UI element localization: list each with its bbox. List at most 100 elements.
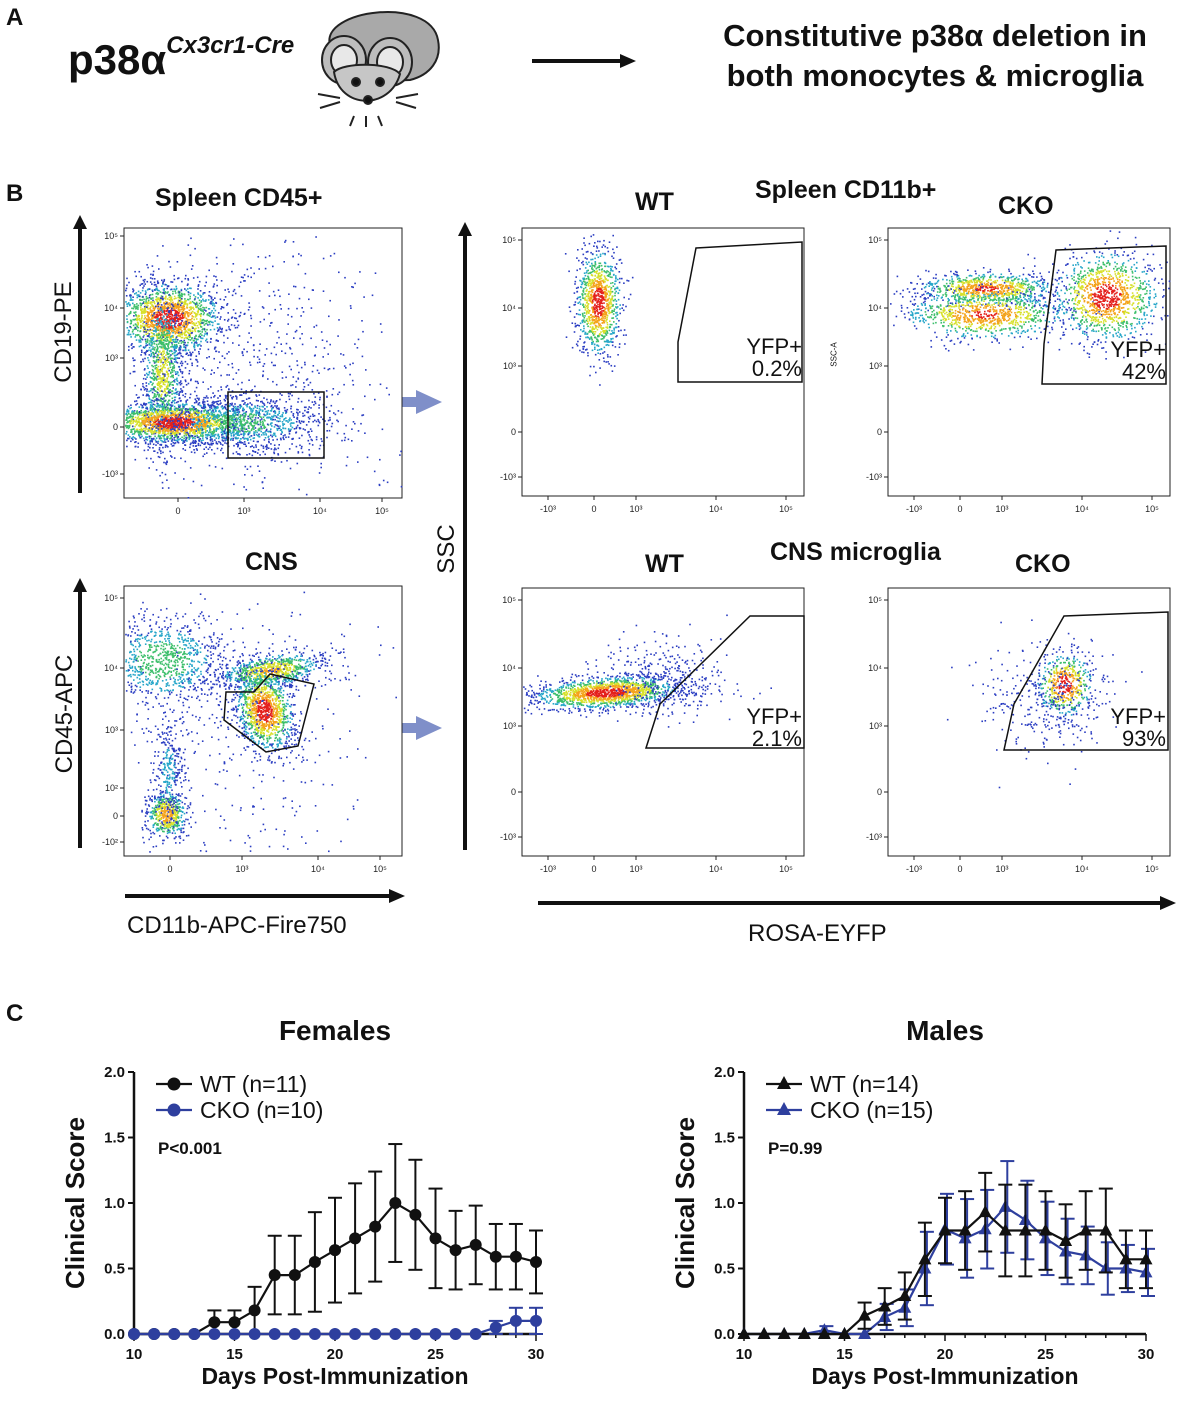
y-axis-label: Clinical Score [670,1117,700,1289]
y-tick-label: 10⁴ [868,303,882,313]
legend-label: WT (n=14) [810,1071,919,1097]
cns-title: CNS [245,548,298,576]
data-point [958,1223,972,1236]
x-axis-label: Days Post-Immunization [201,1363,468,1389]
x-tick-label: 10³ [237,506,250,516]
data-point [998,1223,1012,1236]
x-tick-label: -10³ [540,504,556,514]
x-tick-label: 0 [957,504,962,514]
data-point [349,1328,362,1340]
y-tick-label: -10³ [866,472,882,482]
ssc-axis-label: SSC [433,524,460,574]
y-tick-label: 0 [877,787,882,797]
description-line1: Constitutive p38α deletion in [723,18,1147,53]
event-dots [890,230,1171,369]
spleen-cd11b-title: Spleen CD11b+ [755,176,937,204]
cko-label-spleen: CKO [998,192,1054,220]
gate-label-spleen-wt: YFP+ 0.2% [716,336,802,380]
y-tick-label: 10² [105,783,118,793]
event-dots [125,591,397,853]
y-tick-label: 10⁵ [868,235,882,245]
x-tick-label: 30 [528,1346,545,1363]
y-axis-label: Clinical Score [60,1117,90,1289]
plot-frame [521,587,805,857]
tick-labels: 10⁵ 10⁴ 10³ 0 -10³ -10³ 0 10³ 10⁴ 10⁵ [500,235,793,514]
y-tick-label: -10³ [500,832,516,842]
y-tick-label: 10³ [869,361,882,371]
data-point [409,1328,422,1340]
legend-label: CKO (n=10) [200,1097,323,1123]
data-point [838,1327,851,1339]
x-tick-label: 0 [591,864,596,874]
data-point [509,1314,522,1327]
data-point [308,1255,321,1268]
cns-microglia-title: CNS microglia [770,538,941,566]
legend-entry: WT (n=11) [156,1071,307,1097]
y-tick-label: 0 [511,787,516,797]
genotype-base: p38α [68,36,167,83]
data-point [188,1328,201,1340]
data-point [469,1328,482,1340]
y-tick-label: 10³ [503,721,516,731]
x-tick-label: 10³ [629,504,642,514]
y-tick-label: 10⁵ [868,595,882,605]
data-point [148,1328,161,1340]
data-point [228,1328,241,1340]
tick-labels: 10⁵ 10⁴ 10³ 0 -10³ -10³ 0 10³ 10⁴ 10⁵ [500,595,793,874]
x-tick-label: -10³ [906,864,922,874]
x-tick-label: 10⁵ [779,864,793,874]
data-point [208,1328,221,1340]
data-point [449,1328,462,1340]
data-point [737,1327,751,1339]
gate-polygon [1003,611,1169,751]
cd19-axis-label: CD19-PE [50,281,77,383]
y-tick-label: 2.0 [104,1064,125,1081]
data-point [248,1304,261,1317]
data-point [329,1328,341,1340]
data-point [530,1255,542,1268]
cd11b-axis-label: CD11b-APC-Fire750 [127,912,347,939]
plot-frame [521,227,805,497]
cko-label-cns: CKO [1015,550,1071,578]
y-tick-label: 10³ [869,721,882,731]
data-point [858,1327,872,1339]
y-tick-label: 1.0 [714,1195,735,1212]
y-tick-label: 0.5 [714,1261,735,1278]
y-tick-label: 10⁴ [868,663,882,673]
x-tick-label: 20 [937,1346,954,1363]
data-point [469,1238,482,1251]
tick-labels: 10⁵ 10⁴ 10³ 0 -10³ -10³ 0 10³ 10⁴ 10⁵ [866,235,1159,514]
data-point [1119,1252,1133,1265]
y-tick-label: -10³ [500,472,516,482]
x-tick-label: 10⁵ [373,864,387,874]
series-cko [128,1306,543,1340]
x-tick-label: 10⁴ [709,504,723,514]
cd11b-axis-arrow [125,889,405,903]
panel-letter-b: B [6,180,24,207]
plot-frame [887,227,1171,497]
mouse-icon [317,11,440,127]
ssc-axis-arrow [458,222,472,850]
y-tick-label: 0 [877,427,882,437]
data-point [168,1328,181,1340]
event-dots [564,234,634,386]
y-tick-label: 2.0 [714,1064,735,1081]
data-point [978,1205,992,1218]
data-point [918,1252,932,1265]
flow-plot-cns-wt: 10⁵ 10⁴ 10³ 0 -10³ -10³ 0 10³ 10⁴ 10⁵ [500,587,805,874]
cd45-axis-arrow [73,578,87,848]
data-point [429,1328,442,1340]
data-point [248,1328,261,1340]
data-point [449,1244,462,1257]
data-point [268,1328,281,1340]
data-point [938,1223,952,1236]
gate-polygon [227,391,325,459]
genotype-label: p38αCx3cr1-Cre [68,32,294,84]
y-tick-label: 1.0 [104,1195,125,1212]
p-value-annotation: P=0.99 [768,1139,822,1158]
y-tick-label: 10⁵ [104,593,118,603]
y-tick-label: 10⁴ [104,663,118,673]
gate-label-cns-wt: YFP+ 2.1% [716,706,802,750]
data-point [878,1299,892,1312]
gate-label-spleen-cko: YFP+ 42% [1080,339,1166,383]
